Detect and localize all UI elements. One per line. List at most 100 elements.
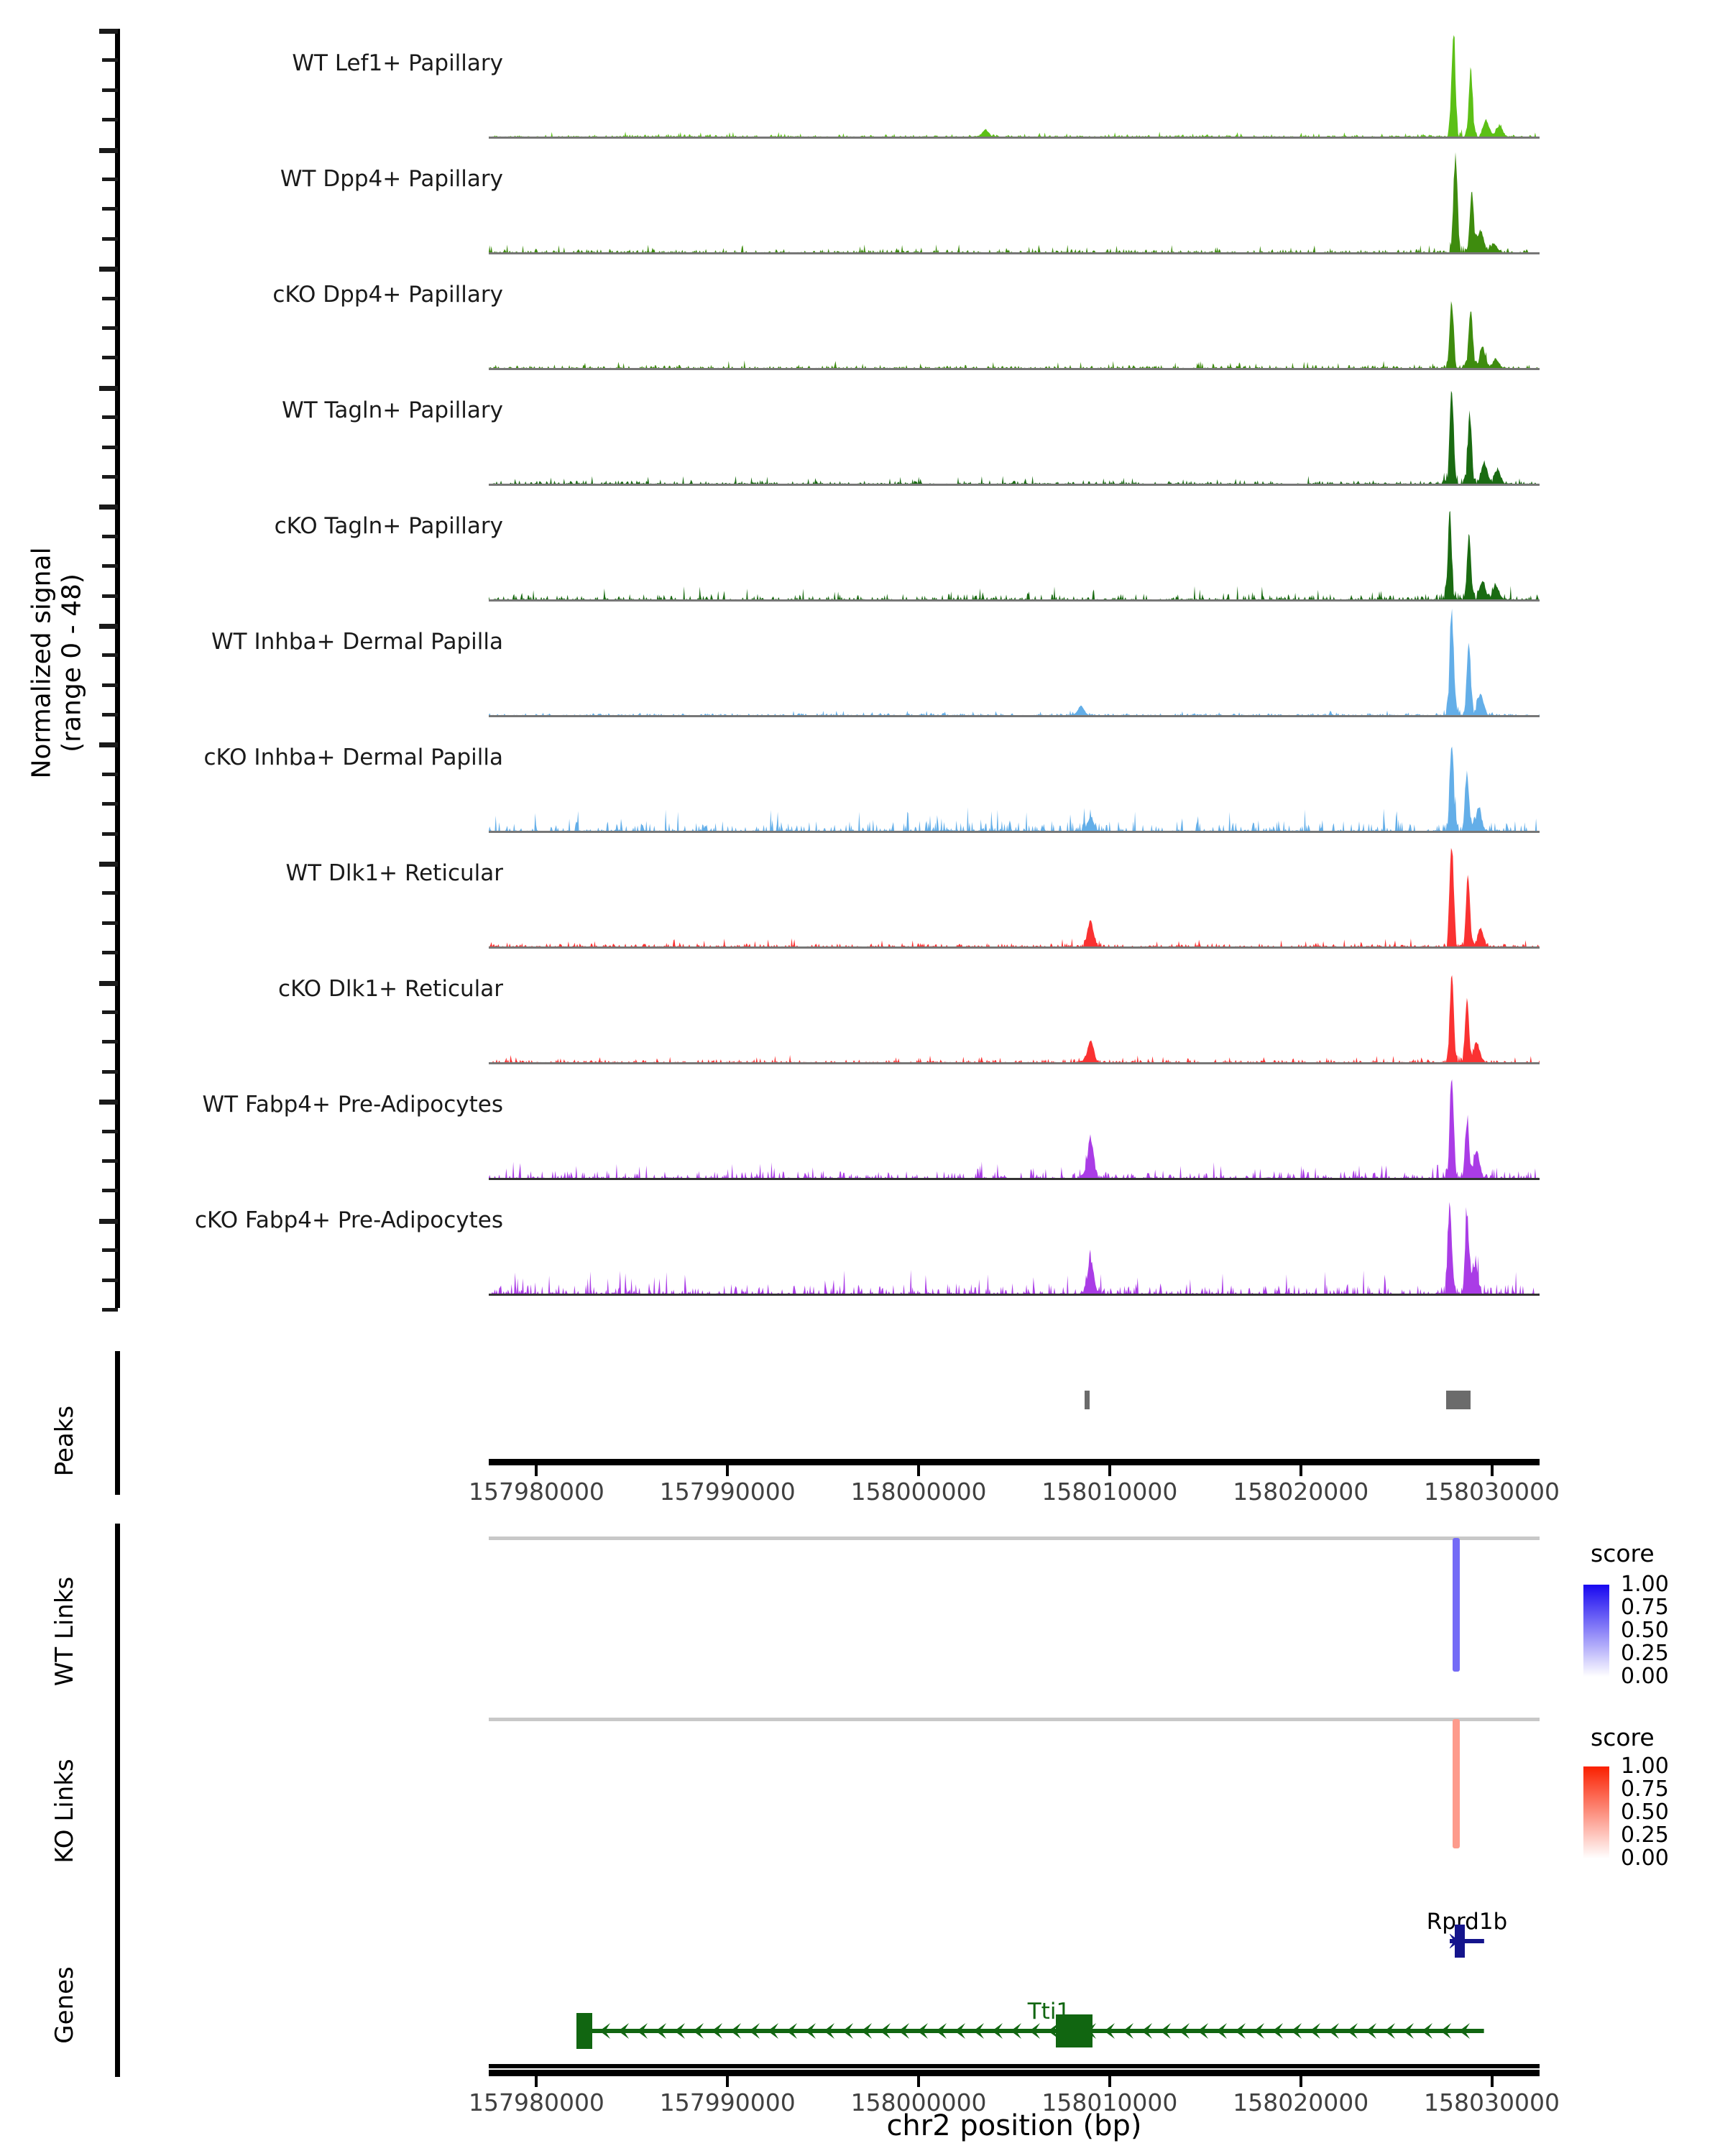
track-baseline [489, 368, 1540, 370]
upper-x-axis-tick [917, 1463, 921, 1476]
y-axis-label: Normalized signal (range 0 - 48) [27, 512, 88, 814]
upper-x-axis-tick [1490, 1463, 1494, 1476]
gene-body[interactable] [576, 2014, 1484, 2047]
gene-strand-arrow [1384, 2023, 1396, 2039]
peaks-track-label: Peaks [50, 1405, 79, 1477]
coverage-axis-tick [102, 831, 118, 836]
gene-strand-arrow [1310, 2023, 1321, 2039]
genes-baseline [489, 2064, 1540, 2068]
coverage-track [489, 1070, 1540, 1178]
wt-links-baseline [489, 1537, 1540, 1540]
coverage-area [489, 975, 1540, 1062]
wt-links-legend-title: score [1591, 1539, 1655, 1567]
gene-strand-arrow [786, 2023, 798, 2039]
coverage-area [489, 608, 1540, 715]
gene-strand-arrow [842, 2023, 854, 2039]
coverage-axis-tick [102, 296, 118, 300]
coverage-axis-tick [102, 772, 118, 776]
wt-links-legend-tick-label: 0.25 [1621, 1641, 1669, 1666]
coverage-area [489, 390, 1540, 484]
gene-strand-arrow [1197, 2023, 1209, 2039]
coverage-axis-tick [102, 1159, 118, 1164]
lower-x-axis-tick [917, 2074, 921, 2087]
track-baseline [489, 946, 1540, 949]
lower-x-axis-tick-label: 158010000 [1041, 2088, 1178, 2116]
gene-strand-arrow [1123, 2023, 1134, 2039]
lower-x-axis-tick [1299, 2074, 1302, 2087]
y-axis-label-line2: (range 0 - 48) [58, 573, 87, 752]
upper-x-axis-tick-label: 158030000 [1424, 1478, 1560, 1506]
gene-strand-arrow [1011, 2023, 1022, 2039]
coverage-axis-tick [102, 564, 118, 568]
track-baseline [489, 252, 1540, 254]
upper-x-axis-tick [1299, 1463, 1302, 1476]
track-baseline [489, 715, 1540, 717]
ko-links-legend-tick-label: 0.25 [1621, 1823, 1669, 1848]
gene-strand-arrow [880, 2023, 891, 2039]
gene-strand-arrow [1272, 2023, 1284, 2039]
track-label: WT Tagln+ Papillary [282, 397, 503, 423]
coverage-axis-tick [102, 1248, 118, 1253]
ko-links-legend-tick-label: 1.00 [1621, 1754, 1669, 1779]
coverage-area [489, 1079, 1540, 1178]
ko-links-legend-tick-label: 0.50 [1621, 1800, 1669, 1825]
coverage-axis-tick [102, 1278, 118, 1282]
track-label: WT Lef1+ Papillary [292, 50, 503, 76]
gene-exon-block[interactable] [1056, 2014, 1092, 2047]
gene-strand-arrow [861, 2023, 873, 2039]
gene-strand-arrow [1347, 2023, 1358, 2039]
gene-strand-arrow [693, 2023, 704, 2039]
coverage-axis-tick [102, 802, 118, 806]
wt-links-legend-tick-label: 0.00 [1621, 1664, 1669, 1689]
gene-strand-arrow [898, 2023, 910, 2039]
gene-strand-arrow [917, 2023, 929, 2039]
y-axis-label-line1: Normalized signal [27, 547, 57, 779]
gene-strand-arrow [618, 2023, 630, 2039]
coverage-axis-tick [102, 118, 118, 122]
gene-strand-arrow [936, 2023, 947, 2039]
ko-links-legend-tick-label: 0.75 [1621, 1777, 1669, 1802]
genes-track-label: Genes [50, 1966, 79, 2044]
coverage-axis-tick [102, 207, 118, 211]
upper-x-axis-tick-label: 158020000 [1233, 1478, 1369, 1506]
gene-intron-line [1450, 1939, 1484, 1943]
coverage-track [489, 839, 1540, 946]
coverage-axis-tick [102, 891, 118, 895]
upper-x-axis-tick [535, 1463, 538, 1476]
upper-x-axis-tick-label: 157990000 [659, 1478, 796, 1506]
coverage-axis-tick [99, 505, 118, 510]
wt-links-legend-colorbar [1583, 1585, 1609, 1677]
wt-links-legend-tick-label: 0.50 [1621, 1618, 1669, 1643]
lower-x-axis-tick [726, 2074, 730, 2087]
link-arc[interactable] [1453, 1538, 1460, 1672]
peak-region[interactable] [1085, 1391, 1090, 1409]
lower-x-axis-line [489, 2070, 1540, 2076]
coverage-axis-tick [102, 1129, 118, 1133]
lower-x-axis-tick [1490, 2074, 1494, 2087]
lower-x-axis-tick-label: 157990000 [659, 2088, 796, 2116]
upper-x-axis-tick-label: 158010000 [1041, 1478, 1178, 1506]
track-baseline [489, 484, 1540, 486]
gene-exon-block[interactable] [1454, 1925, 1465, 1958]
coverage-track [489, 723, 1540, 831]
coverage-axis-tick [99, 862, 118, 867]
upper-x-axis-tick [726, 1463, 730, 1476]
coverage-track [489, 144, 1540, 252]
gene-strand-arrow [1403, 2023, 1414, 2039]
gene-strand-arrow [656, 2023, 667, 2039]
gene-strand-arrow [1160, 2023, 1172, 2039]
coverage-axis-tick [99, 29, 118, 34]
link-arc[interactable] [1453, 1719, 1460, 1848]
peak-region[interactable] [1445, 1391, 1471, 1409]
ko-links-legend-tick-label: 0.00 [1621, 1846, 1669, 1871]
coverage-axis-tick [102, 594, 118, 598]
track-label: cKO Tagln+ Papillary [274, 513, 503, 539]
gene-strand-arrow [730, 2023, 742, 2039]
wt-links-axis-spine [115, 1524, 120, 1710]
upper-x-axis-tick [1108, 1463, 1111, 1476]
coverage-axis-tick [102, 474, 118, 479]
gene-strand-arrow [712, 2023, 723, 2039]
upper-x-axis-tick-label: 157980000 [468, 1478, 604, 1506]
coverage-track [489, 376, 1540, 484]
